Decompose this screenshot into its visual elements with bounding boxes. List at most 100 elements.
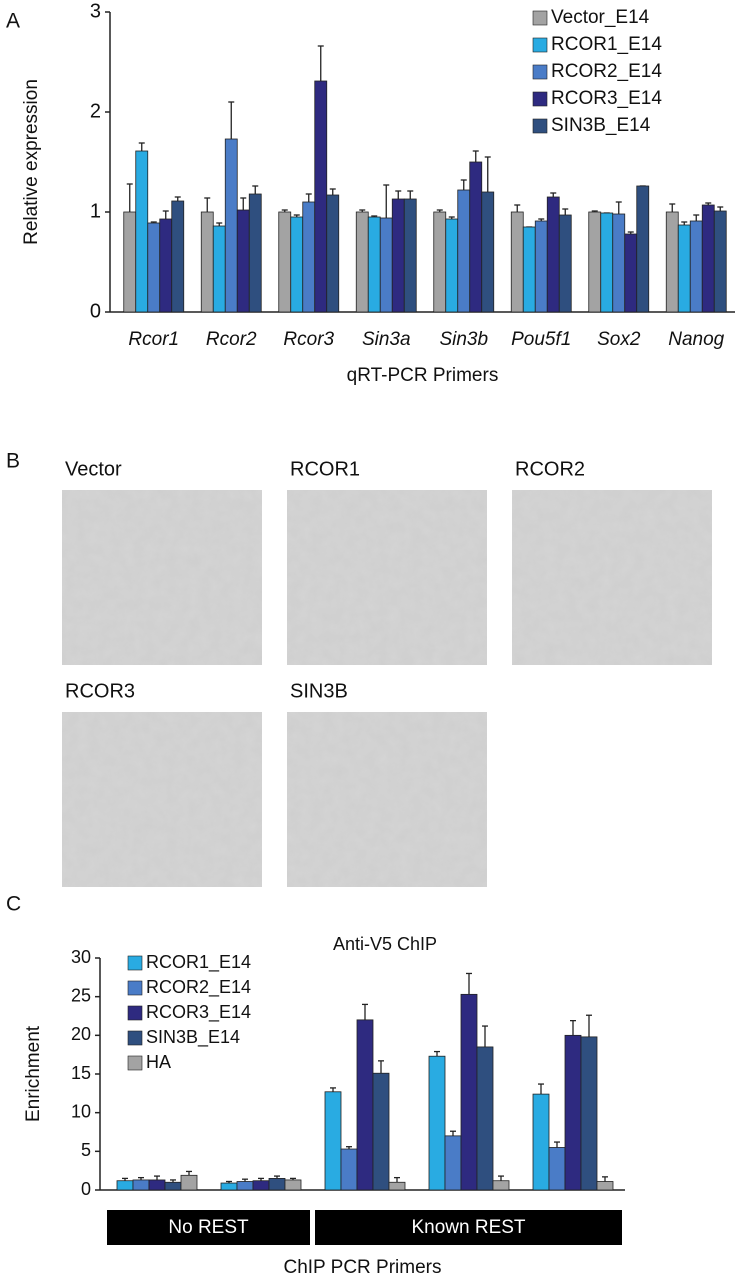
bar <box>665 211 679 313</box>
legend-label: RCOR2_E14 <box>551 61 662 82</box>
y-tick-label: 0 <box>81 1179 91 1199</box>
cell-image <box>287 712 487 887</box>
x-tick-label: Sin3b <box>439 329 488 350</box>
y-axis-label: Relative expression <box>21 79 42 245</box>
bar <box>558 214 572 313</box>
legend-label: SIN3B_E14 <box>146 1027 240 1048</box>
bar <box>290 216 304 313</box>
bar <box>180 1174 198 1191</box>
y-tick-label: 1 <box>90 200 101 222</box>
bar <box>457 189 471 313</box>
legend-swatch <box>127 1005 143 1021</box>
bar <box>116 1180 134 1191</box>
bar <box>391 198 405 313</box>
image-label: SIN3B <box>290 680 348 702</box>
bar <box>534 220 548 313</box>
bar <box>236 1181 254 1191</box>
legend-label: RCOR1_E14 <box>551 34 662 55</box>
image-label: RCOR2 <box>515 458 585 480</box>
bar <box>302 201 316 313</box>
x-axis-label: qRT-PCR Primers <box>347 365 499 386</box>
y-tick-label: 0 <box>90 300 101 322</box>
legend-label: Vector_E14 <box>551 7 650 28</box>
bar <box>636 185 650 313</box>
y-tick-label: 5 <box>81 1140 91 1160</box>
bar <box>326 194 340 313</box>
bar <box>580 1036 598 1191</box>
bar <box>123 211 137 313</box>
bar <box>324 1091 342 1191</box>
bar <box>135 150 149 313</box>
bar <box>689 220 703 313</box>
group-bar <box>107 1210 310 1245</box>
legend-swatch <box>127 980 143 996</box>
bar <box>612 213 626 313</box>
group-label: No REST <box>168 1217 249 1238</box>
image-label: RCOR1 <box>290 458 360 480</box>
image-label: Vector <box>65 458 122 480</box>
bar <box>164 1181 182 1191</box>
bar <box>492 1180 510 1191</box>
legend-swatch <box>127 1030 143 1046</box>
bar <box>677 224 691 313</box>
y-axis-label: Enrichment <box>23 1025 44 1122</box>
bar <box>624 233 638 313</box>
bar <box>252 1180 270 1191</box>
legend-swatch <box>127 955 143 971</box>
bar <box>522 226 536 313</box>
bar <box>546 196 560 313</box>
y-tick-label: 3 <box>90 0 101 22</box>
bar <box>476 1046 494 1191</box>
legend-swatch <box>532 118 548 134</box>
bar <box>278 211 292 313</box>
y-tick-label: 15 <box>71 1063 91 1083</box>
bar <box>388 1181 406 1191</box>
bar <box>481 191 495 313</box>
cell-image <box>287 490 487 665</box>
bar <box>444 1135 462 1191</box>
bar <box>159 218 173 313</box>
bar <box>147 222 161 313</box>
legend-swatch <box>532 10 548 26</box>
bar <box>148 1179 166 1191</box>
legend-label: RCOR1_E14 <box>146 952 251 973</box>
x-tick-label: Rcor2 <box>206 329 257 350</box>
bar <box>224 138 238 313</box>
legend-swatch <box>532 91 548 107</box>
bar <box>433 211 447 313</box>
bar <box>596 1181 614 1191</box>
chart-title: Anti-V5 ChIP <box>333 934 437 954</box>
group-label: Known REST <box>411 1217 525 1238</box>
bar <box>510 211 524 313</box>
x-tick-label: Pou5f1 <box>511 329 571 350</box>
panel-label: A <box>6 10 20 33</box>
bar <box>367 216 381 313</box>
bar <box>379 217 393 313</box>
legend-swatch <box>532 37 548 53</box>
bar <box>220 1182 238 1191</box>
bar <box>600 212 614 313</box>
cell-image <box>62 712 262 887</box>
image-label: RCOR3 <box>65 680 135 702</box>
x-axis-label: ChIP PCR Primers <box>283 1257 441 1278</box>
legend-label: RCOR3_E14 <box>551 88 662 109</box>
legend-label: SIN3B_E14 <box>551 115 651 136</box>
y-tick-label: 20 <box>71 1024 91 1044</box>
bar <box>548 1147 566 1191</box>
x-tick-label: Rcor1 <box>128 329 179 350</box>
bar <box>248 193 262 313</box>
bar <box>314 80 328 313</box>
bar <box>268 1178 286 1191</box>
y-tick-label: 30 <box>71 947 91 967</box>
bar <box>564 1034 582 1191</box>
bar <box>701 204 715 313</box>
bar <box>212 225 226 313</box>
legend-label: RCOR2_E14 <box>146 977 251 998</box>
x-tick-label: Sox2 <box>597 329 641 350</box>
panel-label: B <box>6 450 20 473</box>
legend-swatch <box>532 64 548 80</box>
bar <box>340 1148 358 1191</box>
cell-image <box>62 490 262 665</box>
